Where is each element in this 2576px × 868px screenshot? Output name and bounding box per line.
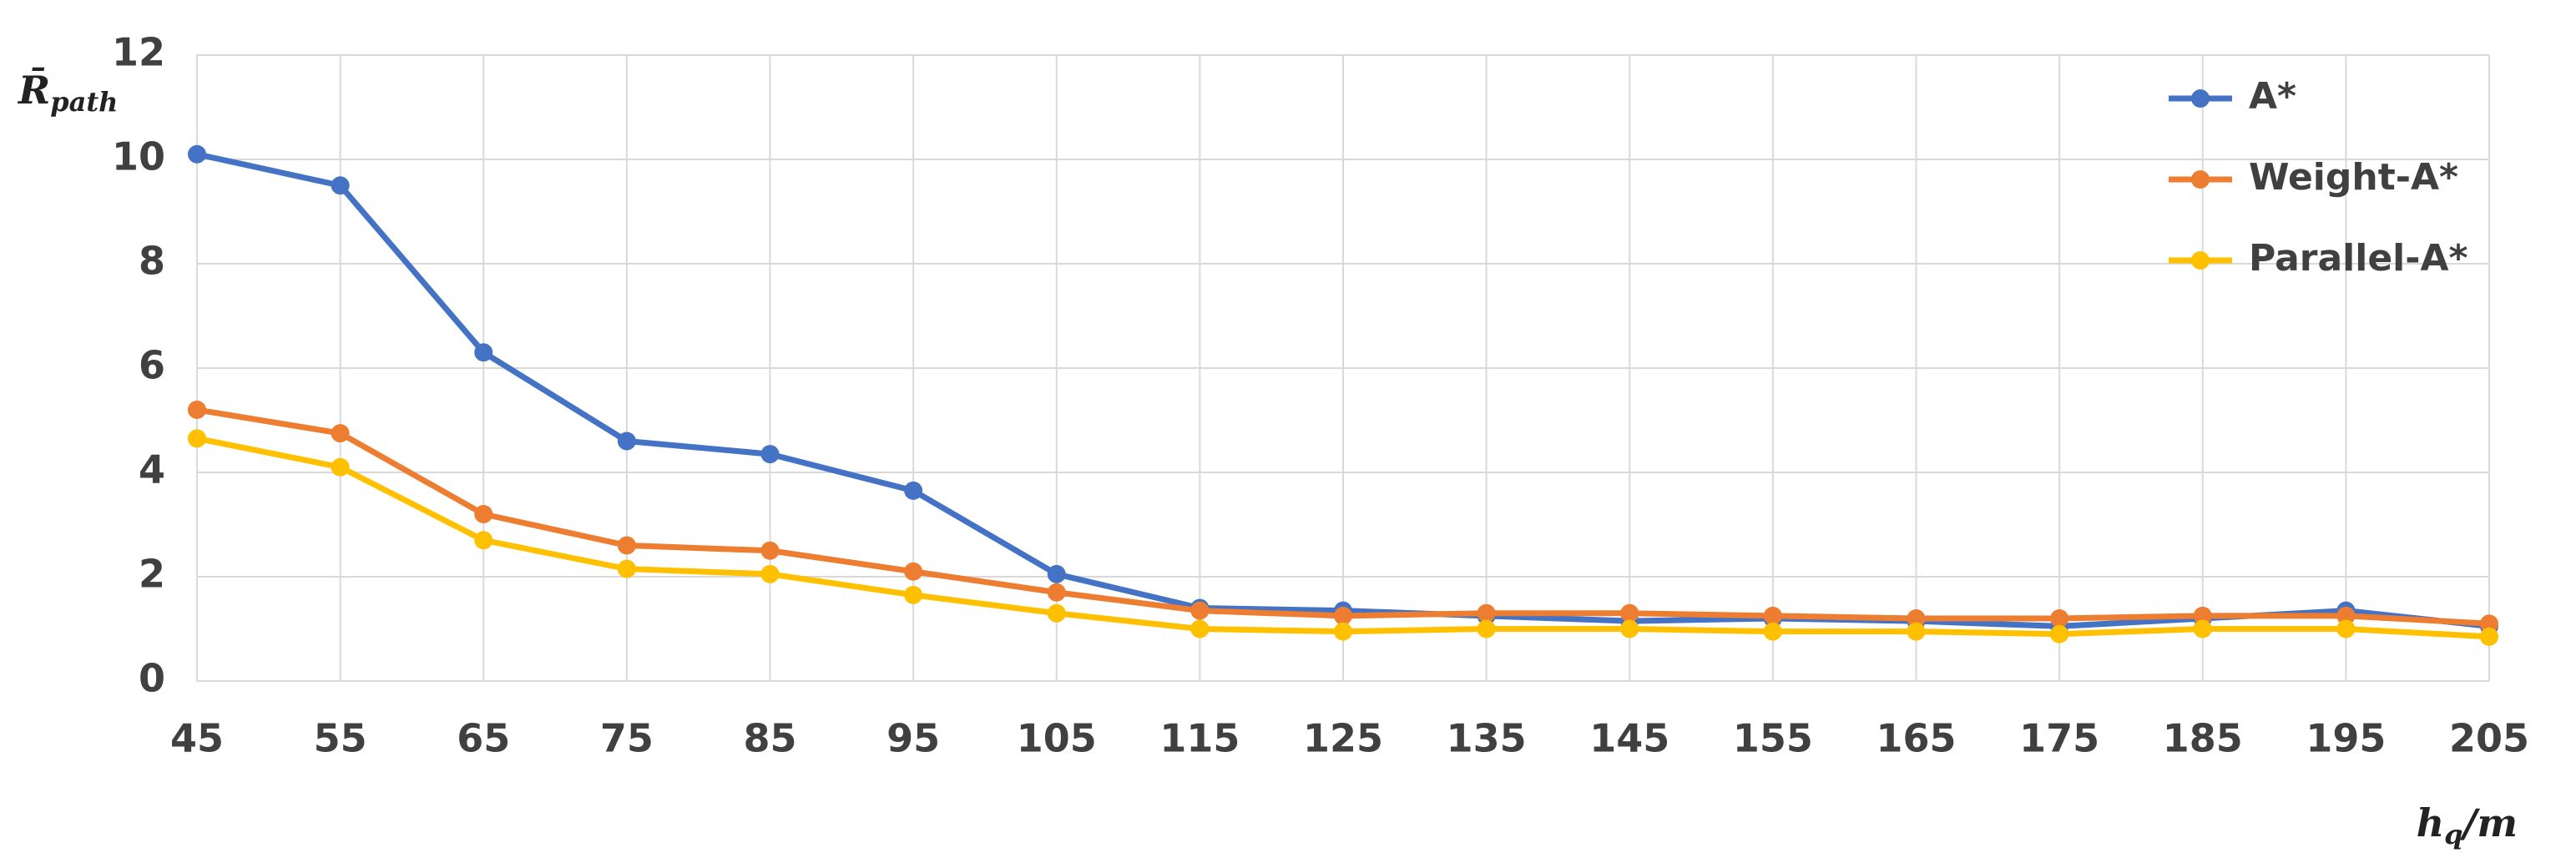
- data-point: [188, 401, 206, 419]
- x-tick-label: 65: [457, 716, 510, 761]
- data-point: [1907, 609, 1926, 628]
- x-axis-title: hq/m: [2417, 800, 2518, 850]
- data-point: [1334, 622, 1352, 641]
- data-point: [1763, 622, 1782, 641]
- legend-label: Parallel-A*: [2249, 237, 2468, 280]
- y-tick-label: 10: [112, 134, 165, 179]
- data-point: [2480, 627, 2498, 646]
- y-tick-label: 2: [139, 552, 165, 597]
- data-point: [331, 176, 350, 195]
- data-point: [1334, 606, 1352, 625]
- x-tick-label: 175: [2019, 716, 2099, 761]
- data-point: [617, 559, 636, 578]
- data-point: [904, 481, 923, 500]
- y-axis-title: R̄path: [17, 67, 118, 118]
- y-axis-title-sub: path: [50, 86, 118, 118]
- y-tick-label: 4: [139, 447, 165, 492]
- y-tick-label: 12: [112, 30, 165, 75]
- x-tick-label: 45: [170, 716, 224, 761]
- data-point: [1620, 619, 1639, 638]
- legend-label: Weight-A*: [2249, 156, 2458, 199]
- x-axis-title-sub: q: [2444, 819, 2462, 850]
- data-point: [2336, 619, 2356, 638]
- y-axis-title-main: R̄: [17, 67, 50, 113]
- data-point: [1190, 619, 1210, 638]
- data-point: [474, 343, 493, 362]
- x-tick-label: 145: [1589, 716, 1669, 761]
- x-axis-title-main: h: [2417, 800, 2444, 845]
- x-axis-title-rest: /m: [2460, 800, 2518, 845]
- data-point: [1907, 622, 1926, 641]
- y-tick-label: 8: [139, 239, 165, 284]
- legend-marker: [2191, 170, 2210, 189]
- data-point: [760, 541, 780, 560]
- x-tick-label: 115: [1159, 716, 1240, 761]
- data-point: [2050, 609, 2069, 628]
- data-point: [760, 445, 780, 464]
- data-point: [474, 505, 493, 523]
- y-tick-label: 0: [139, 656, 165, 701]
- legend-label: A*: [2249, 75, 2296, 118]
- data-point: [474, 531, 493, 550]
- data-point: [1477, 619, 1496, 638]
- data-point: [1190, 601, 1210, 620]
- data-point: [331, 457, 350, 477]
- data-point: [1763, 606, 1782, 625]
- data-point: [617, 431, 636, 451]
- x-tick-label: 165: [1876, 716, 1956, 761]
- data-point: [1477, 603, 1496, 623]
- data-point: [904, 585, 923, 604]
- x-tick-label: 55: [314, 716, 367, 761]
- x-tick-label: 155: [1733, 716, 1813, 761]
- data-point: [2050, 624, 2069, 643]
- data-point: [1047, 564, 1066, 583]
- data-point: [617, 536, 636, 555]
- x-tick-label: 205: [2449, 716, 2529, 761]
- legend-marker: [2191, 251, 2210, 270]
- data-point: [2193, 606, 2212, 625]
- x-tick-label: 135: [1447, 716, 1527, 761]
- legend-marker: [2191, 89, 2210, 108]
- x-tick-label: 95: [886, 716, 940, 761]
- x-tick-label: 125: [1303, 716, 1383, 761]
- x-tick-label: 195: [2306, 716, 2386, 761]
- data-point: [1620, 603, 1639, 623]
- data-point: [2193, 619, 2212, 638]
- x-tick-label: 85: [743, 716, 796, 761]
- data-point: [188, 144, 206, 164]
- data-point: [904, 562, 923, 581]
- x-tick-label: 75: [600, 716, 654, 761]
- data-point: [2336, 606, 2356, 625]
- data-point: [1047, 583, 1066, 602]
- x-tick-label: 105: [1017, 716, 1097, 761]
- x-tick-label: 185: [2163, 716, 2243, 761]
- y-tick-label: 6: [139, 343, 165, 388]
- data-point: [331, 424, 350, 443]
- data-point: [188, 429, 206, 448]
- data-point: [760, 564, 780, 583]
- data-point: [2480, 614, 2498, 633]
- data-point: [1047, 603, 1066, 623]
